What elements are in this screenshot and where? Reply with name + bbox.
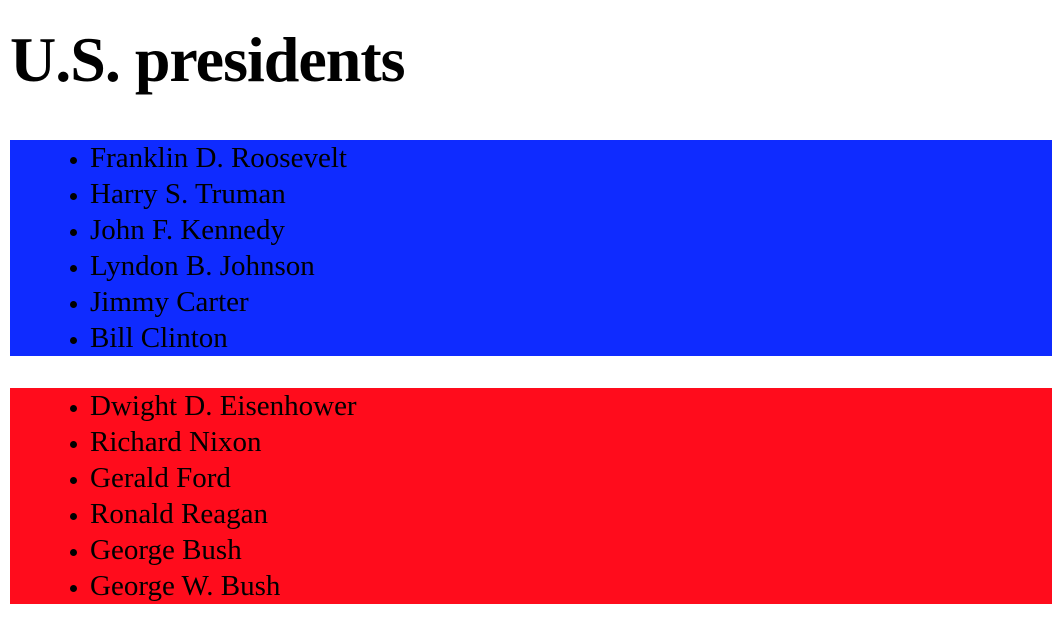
list-item: Lyndon B. Johnson [90, 248, 1052, 284]
page-title: U.S. presidents [10, 24, 406, 95]
list-item: John F. Kennedy [90, 212, 1052, 248]
republicans-list: Dwight D. Eisenhower Richard Nixon Geral… [10, 388, 1052, 604]
list-item: Jimmy Carter [90, 284, 1052, 320]
list-item: Gerald Ford [90, 460, 1052, 496]
list-item: Dwight D. Eisenhower [90, 388, 1052, 424]
list-item: Bill Clinton [90, 320, 1052, 356]
list-item: George Bush [90, 532, 1052, 568]
list-item: George W. Bush [90, 568, 1052, 604]
list-item: Ronald Reagan [90, 496, 1052, 532]
list-item: Franklin D. Roosevelt [90, 140, 1052, 176]
list-item: Harry S. Truman [90, 176, 1052, 212]
list-item: Richard Nixon [90, 424, 1052, 460]
democrats-list: Franklin D. Roosevelt Harry S. Truman Jo… [10, 140, 1052, 356]
page: U.S. presidents Franklin D. Roosevelt Ha… [0, 0, 1052, 604]
